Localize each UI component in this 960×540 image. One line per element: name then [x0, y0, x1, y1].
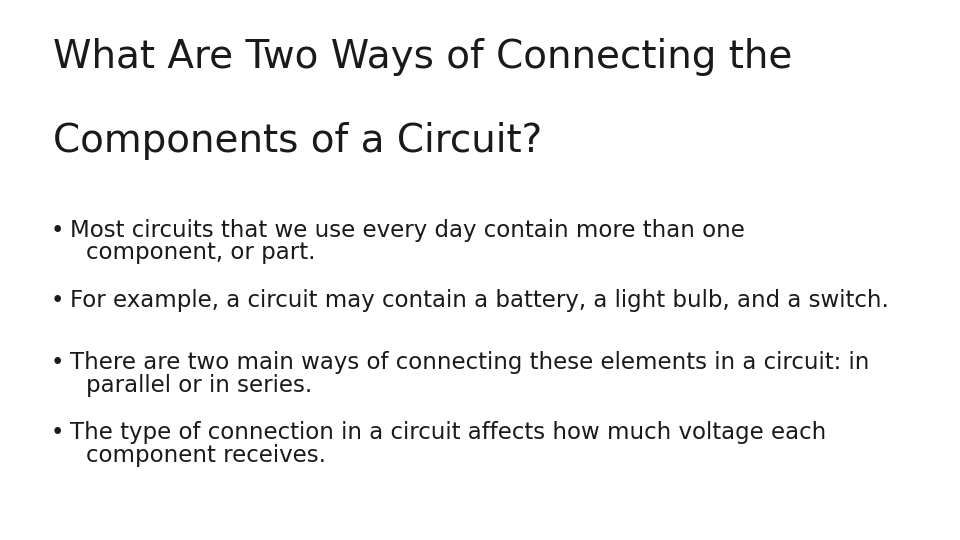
Text: What Are Two Ways of Connecting the: What Are Two Ways of Connecting the — [53, 38, 792, 76]
Text: parallel or in series.: parallel or in series. — [86, 374, 313, 397]
Text: There are two main ways of connecting these elements in a circuit: in: There are two main ways of connecting th… — [70, 351, 870, 374]
Text: For example, a circuit may contain a battery, a light bulb, and a switch.: For example, a circuit may contain a bat… — [70, 289, 889, 312]
Text: •: • — [51, 421, 64, 444]
Text: •: • — [51, 219, 64, 242]
Text: Components of a Circuit?: Components of a Circuit? — [53, 122, 542, 159]
Text: •: • — [51, 289, 64, 312]
Text: •: • — [51, 351, 64, 374]
Text: component receives.: component receives. — [86, 444, 326, 467]
Text: The type of connection in a circuit affects how much voltage each: The type of connection in a circuit affe… — [70, 421, 827, 444]
Text: Most circuits that we use every day contain more than one: Most circuits that we use every day cont… — [70, 219, 745, 242]
Text: component, or part.: component, or part. — [86, 241, 316, 265]
